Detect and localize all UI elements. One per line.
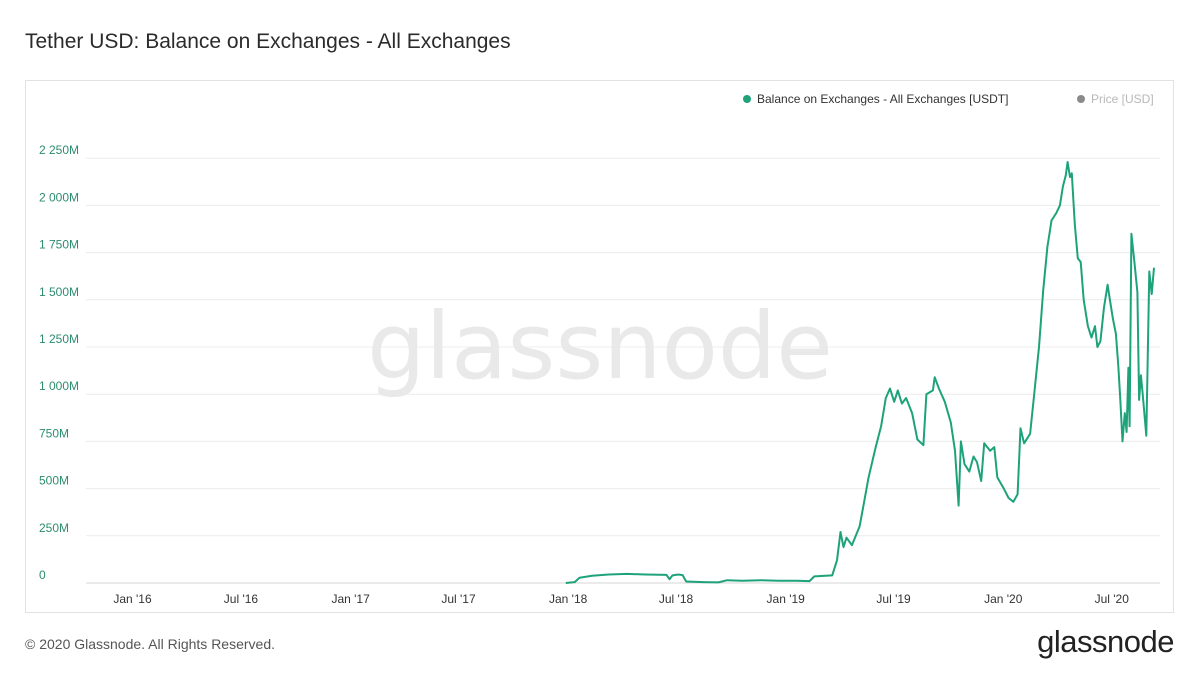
series-line-balance bbox=[565, 161, 1155, 584]
chart-panel: glassnode 0 250M 500M 750M 1 000M 1 250M 1 500… bbox=[25, 80, 1174, 613]
x-tick-label: Jul '18 bbox=[659, 592, 694, 606]
x-tick-label: Jan '19 bbox=[767, 592, 806, 606]
y-tick-label: 1 750M bbox=[39, 238, 79, 252]
y-tick-label: 2 250M bbox=[39, 143, 79, 157]
grid-lines bbox=[86, 157, 1160, 584]
x-tick-label: Jul '20 bbox=[1095, 592, 1130, 606]
legend-dot-price bbox=[1077, 95, 1085, 103]
y-tick-label: 2 000M bbox=[39, 190, 79, 204]
page-title: Tether USD: Balance on Exchanges - All E… bbox=[25, 30, 511, 53]
y-axis-labels: 0 250M 500M 750M 1 000M 1 250M 1 500M 1 750M 2 0… bbox=[39, 143, 79, 582]
glassnode-logo[interactable]: glassnode bbox=[1037, 624, 1174, 659]
legend-dot-balance bbox=[743, 95, 751, 103]
legend[interactable]: Balance on Exchanges - All Exchanges [US… bbox=[743, 92, 1154, 106]
copyright-text: © 2020 Glassnode. All Rights Reserved. bbox=[25, 636, 276, 652]
y-tick-label: 250M bbox=[39, 521, 69, 535]
x-tick-label: Jan '20 bbox=[984, 592, 1023, 606]
legend-item-price[interactable]: Price [USD] bbox=[1077, 92, 1154, 106]
y-tick-label: 1 250M bbox=[39, 332, 79, 346]
y-tick-label: 1 000M bbox=[39, 379, 79, 393]
x-tick-label: Jan '17 bbox=[331, 592, 370, 606]
x-tick-label: Jan '18 bbox=[549, 592, 588, 606]
y-tick-label: 750M bbox=[39, 426, 69, 440]
y-tick-label: 0 bbox=[39, 568, 46, 582]
balance-chart[interactable]: glassnode 0 250M 500M 750M 1 000M 1 250M 1 500… bbox=[26, 81, 1175, 614]
x-tick-label: Jul '16 bbox=[224, 592, 259, 606]
x-tick-label: Jul '19 bbox=[876, 592, 911, 606]
x-tick-label: Jul '17 bbox=[441, 592, 476, 606]
watermark: glassnode bbox=[367, 293, 833, 400]
x-axis-labels: Jan '16 Jul '16 Jan '17 Jul '17 Jan '18 Jul '… bbox=[113, 592, 1129, 606]
legend-item-balance[interactable]: Balance on Exchanges - All Exchanges [US… bbox=[743, 92, 1008, 106]
legend-label-price: Price [USD] bbox=[1091, 92, 1154, 106]
y-tick-label: 500M bbox=[39, 474, 69, 488]
y-tick-label: 1 500M bbox=[39, 285, 79, 299]
legend-label-balance: Balance on Exchanges - All Exchanges [US… bbox=[757, 92, 1008, 106]
x-tick-label: Jan '16 bbox=[113, 592, 152, 606]
